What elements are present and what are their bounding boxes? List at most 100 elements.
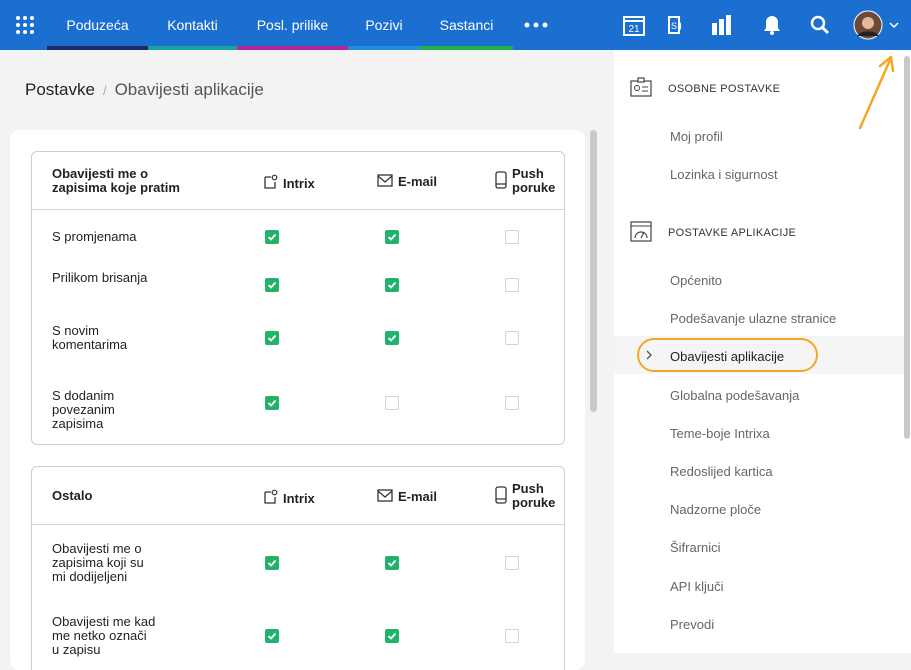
settings-card: Obavijesti me o zapisima koje pratim Intr…	[10, 130, 585, 670]
checkbox[interactable]	[505, 278, 519, 292]
nav-item[interactable]: Poduzeća	[47, 0, 148, 50]
nav-underline	[237, 46, 348, 50]
bell-icon[interactable]	[762, 14, 782, 36]
checkbox[interactable]	[505, 396, 519, 410]
notification-table: Ostalo Intrix E-mail Push poruke Obavijesti …	[31, 466, 565, 670]
app-menu-icon[interactable]	[15, 15, 35, 35]
notification-table: Obavijesti me o zapisima koje pratim Intr…	[31, 151, 565, 445]
user-avatar[interactable]	[853, 10, 903, 40]
checkbox[interactable]	[265, 556, 279, 570]
column-header: Push poruke	[495, 481, 556, 510]
table-header: Ostalo Intrix E-mail Push poruke	[32, 467, 564, 525]
column-icon	[377, 489, 393, 505]
settings-link[interactable]: Teme-boje Intrixa	[670, 425, 770, 441]
breadcrumb-root[interactable]: Postavke	[25, 80, 95, 99]
column-label: E-mail	[398, 174, 438, 189]
nav-item[interactable]: Kontakti	[148, 0, 237, 50]
checkbox[interactable]	[385, 629, 399, 643]
nav-underline	[148, 46, 237, 50]
checkbox[interactable]	[385, 230, 399, 244]
calendar-day: 21	[628, 24, 640, 35]
column-label: E-mail	[398, 489, 438, 504]
checkbox[interactable]	[265, 230, 279, 244]
nav-underline	[348, 46, 420, 50]
checkbox[interactable]	[505, 331, 519, 345]
nav-label: Sastanci	[439, 17, 494, 33]
nav-label: Kontakti	[167, 17, 218, 33]
table-header: Obavijesti me o zapisima koje pratim Intr…	[32, 152, 564, 210]
settings-link[interactable]: Nadzorne ploče	[670, 502, 762, 518]
checkbox[interactable]	[265, 396, 279, 410]
nav-label: Posl. prilike	[256, 17, 329, 33]
column-label: Intrix	[283, 175, 315, 191]
chevron	[645, 348, 653, 366]
section-icon	[629, 220, 653, 247]
nav-label: Pozivi	[365, 17, 403, 33]
row-label: Obavijesti me kad me netko označi u zapi…	[52, 614, 156, 657]
checkbox[interactable]	[505, 629, 519, 643]
checkbox[interactable]	[385, 331, 399, 345]
column-header: Intrix	[262, 174, 315, 193]
row-label: S novim komentarima	[52, 323, 128, 352]
column-header: E-mail	[377, 174, 437, 190]
breadcrumb-current: Obavijesti aplikacije	[114, 80, 264, 99]
nav-label: Poduzeća	[66, 17, 129, 33]
settings-link[interactable]: Podešavanje ulazne stranice	[670, 311, 837, 327]
column-icon	[262, 174, 278, 193]
settings-link[interactable]: Prevodi	[670, 616, 715, 632]
settings-link[interactable]: Redoslijed kartica	[670, 464, 773, 479]
active-row	[614, 336, 904, 375]
row-label: S promjenama	[52, 229, 137, 244]
checkbox[interactable]	[265, 278, 279, 292]
section-title: POSTAVKE APLIKACIJE	[668, 227, 797, 239]
section-title: OSOBNE POSTAVKE	[668, 83, 781, 95]
highlight-ring	[637, 338, 818, 373]
phone-icon[interactable]: S	[666, 14, 690, 36]
table-title: Obavijesti me o zapisima koje pratim	[52, 166, 180, 195]
column-label: Push poruke	[512, 481, 556, 510]
reports-icon[interactable]	[711, 15, 733, 35]
settings-link[interactable]: Lozinka i sigurnost	[670, 167, 778, 182]
svg-text:S: S	[671, 21, 677, 31]
nav-underline	[47, 46, 148, 50]
column-header: Push poruke	[495, 166, 556, 195]
nav-item[interactable]: Sastanci	[420, 0, 513, 50]
nav-underline	[420, 46, 513, 50]
nav-item[interactable]: Pozivi	[348, 0, 420, 50]
settings-link[interactable]: API ključi	[670, 578, 724, 594]
checkbox[interactable]	[385, 556, 399, 570]
checkbox[interactable]	[385, 278, 399, 292]
settings-link[interactable]: Općenito	[670, 273, 723, 288]
table-title: Ostalo	[52, 488, 93, 503]
top-bar: Poduzeća Kontakti Posl. prilike Pozivi Sasta…	[0, 0, 911, 50]
settings-link[interactable]: Moj profil	[670, 129, 723, 144]
checkbox[interactable]	[265, 331, 279, 345]
column-icon	[377, 174, 393, 190]
settings-sidebar: OSOBNE POSTAVKE Moj profil Lozinka i sigur…	[614, 50, 911, 653]
scrollbar[interactable]	[904, 56, 910, 439]
more-icon[interactable]	[524, 22, 548, 28]
column-header: Intrix	[262, 489, 315, 508]
settings-link[interactable]: Obavijesti aplikacije	[670, 349, 785, 365]
checkbox[interactable]	[385, 396, 399, 410]
settings-link[interactable]: Globalna podešavanja	[670, 387, 800, 403]
calendar-icon[interactable]: 21	[623, 14, 645, 36]
checkbox[interactable]	[265, 629, 279, 643]
settings-link[interactable]: Šifrarnici	[670, 540, 721, 556]
column-icon	[262, 489, 278, 508]
column-header: E-mail	[377, 489, 437, 505]
breadcrumb: Postavke / Obavijesti aplikacije	[25, 80, 264, 99]
row-label: S dodanim povezanim zapisima	[52, 388, 115, 431]
nav-item[interactable]: Posl. prilike	[237, 0, 348, 50]
search-icon[interactable]	[810, 15, 830, 35]
checkbox[interactable]	[505, 556, 519, 570]
column-label: Push poruke	[512, 166, 556, 195]
scrollbar[interactable]	[590, 130, 597, 412]
section-icon	[629, 76, 653, 103]
column-icon	[495, 485, 507, 507]
row-label: Prilikom brisanja	[52, 270, 148, 285]
annotation-arrow	[858, 55, 895, 130]
column-label: Intrix	[283, 490, 315, 506]
checkbox[interactable]	[505, 230, 519, 244]
